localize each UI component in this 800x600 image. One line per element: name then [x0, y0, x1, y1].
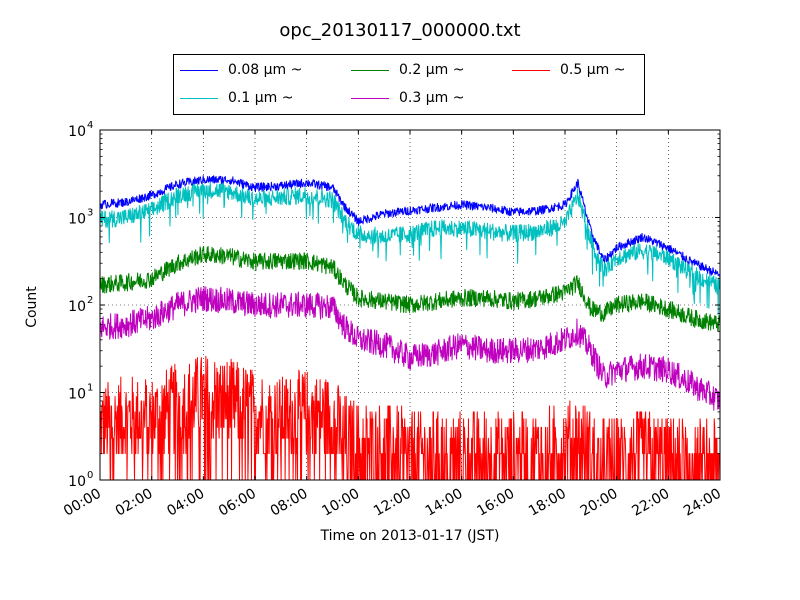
y-tick-label-base: 10: [68, 124, 86, 140]
legend-swatch-0: [180, 69, 218, 71]
legend-label-0: 0.08 μm ~: [228, 62, 303, 78]
y-tick-label-exp: 2: [87, 295, 93, 306]
legend-label-4: 0.5 μm ~: [560, 62, 626, 78]
legend-item-2: 0.2 μm ~: [351, 60, 464, 80]
x-tick-labels: 00:00 02:00 04:00 06:00 08:00 10:00 12:00 14:00…: [61, 486, 724, 520]
series-layer: [99, 175, 721, 481]
x-axis-label: Time on 2013-01-17 (JST): [320, 528, 500, 544]
legend-label-1: 0.1 μm ~: [228, 90, 294, 106]
ticks: [99, 129, 721, 481]
series-line-1: [99, 181, 721, 316]
legend-swatch-4: [512, 69, 550, 71]
y-tick-label-exp: 3: [87, 208, 93, 219]
y-tick-label-base: 10: [68, 212, 86, 228]
y-axis-label: Count: [24, 286, 40, 328]
y-tick-label-exp: 0: [87, 470, 93, 481]
legend-swatch-2: [351, 69, 389, 71]
legend-item-3: 0.3 μm ~: [351, 88, 464, 108]
legend-label-3: 0.3 μm ~: [399, 90, 465, 106]
y-tick-label-exp: 1: [87, 383, 93, 394]
x-tick-label: 18:00: [526, 486, 569, 520]
x-tick-label: 08:00: [268, 486, 311, 520]
legend-swatch-3: [351, 97, 389, 99]
y-tick-label-base: 10: [68, 474, 86, 490]
x-tick-label: 12:00: [371, 486, 414, 520]
x-tick-label: 00:00: [61, 486, 104, 520]
series-line-0: [99, 175, 721, 279]
chart-title: opc_20130117_000000.txt: [279, 20, 521, 41]
x-tick-label: 10:00: [319, 486, 362, 520]
legend-item-4: 0.5 μm ~: [512, 60, 625, 80]
legend-item-0: 0.08 μm ~: [180, 60, 302, 80]
legend: 0.08 μm ~ 0.1 μm ~ 0.2 μm ~ 0.3 μm ~ 0.5…: [173, 54, 645, 115]
y-tick-label-exp: 4: [87, 120, 93, 131]
y-tick-label-base: 10: [68, 299, 86, 315]
series-line-3: [99, 286, 721, 411]
x-tick-label: 20:00: [578, 486, 621, 520]
legend-swatch-1: [180, 97, 218, 99]
legend-label-2: 0.2 μm ~: [399, 62, 465, 78]
x-tick-label: 14:00: [423, 486, 466, 520]
series-line-4: [99, 355, 721, 481]
x-tick-label: 24:00: [681, 486, 724, 520]
x-tick-label: 16:00: [474, 486, 517, 520]
x-tick-label: 02:00: [113, 486, 156, 520]
legend-item-1: 0.1 μm ~: [180, 88, 293, 108]
x-tick-label: 04:00: [164, 486, 207, 520]
x-tick-label: 06:00: [216, 486, 259, 520]
x-tick-label: 22:00: [629, 486, 672, 520]
y-tick-label-base: 10: [68, 387, 86, 403]
series-line-2: [99, 245, 721, 332]
